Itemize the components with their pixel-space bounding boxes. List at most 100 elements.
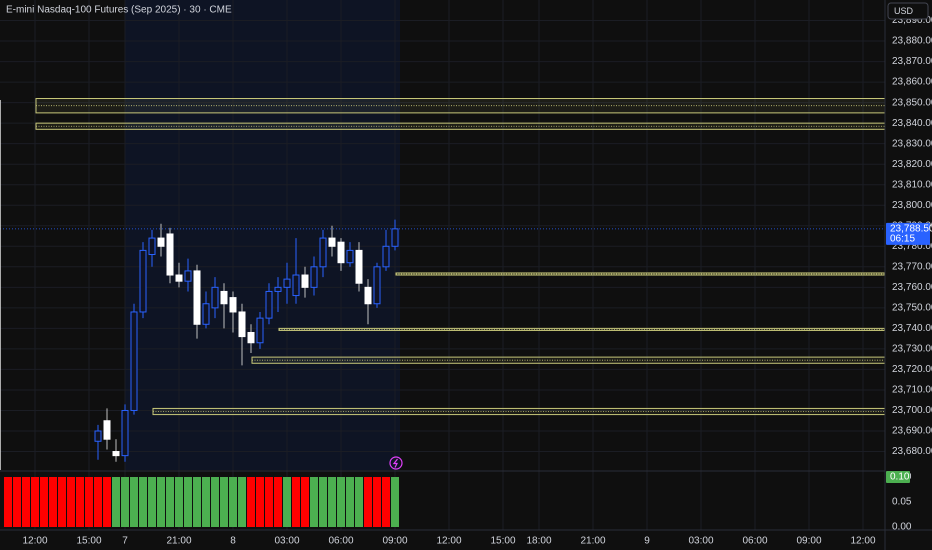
- y-tick-label: 23,700.00: [892, 405, 932, 416]
- y-tick-label: 23,870.00: [892, 56, 932, 67]
- candle-body: [103, 420, 111, 440]
- candle-body: [319, 237, 327, 268]
- zone: [35, 122, 886, 130]
- indicator-bar: [247, 477, 255, 527]
- currency[interactable]: USD: [894, 6, 914, 16]
- icon-circle[interactable]: [389, 456, 403, 470]
- candle-body: [157, 237, 165, 247]
- indicator-bar: [58, 477, 66, 527]
- candle-body: [175, 274, 183, 282]
- x-tick-label: 21:00: [580, 536, 605, 547]
- indicator-bar: [157, 477, 165, 527]
- candle-body: [256, 317, 264, 344]
- indicator-bar: [301, 477, 309, 527]
- countdown: 06:15: [890, 233, 915, 244]
- candle-body: [193, 270, 201, 325]
- indicator-bar: [292, 477, 300, 527]
- indicator-bar: [22, 477, 30, 527]
- candle-body: [274, 286, 282, 292]
- indicator-bar: [49, 477, 57, 527]
- y-tick-label: 23,770.00: [892, 261, 932, 272]
- x-tick-label: 09:00: [382, 536, 407, 547]
- y-tick-label: 23,830.00: [892, 138, 932, 149]
- indicator-bar: [40, 477, 48, 527]
- indicator-bar: [391, 477, 399, 527]
- y-tick-label: 23,730.00: [892, 344, 932, 355]
- indicator-bar: [382, 477, 390, 527]
- x-tick-label: 12:00: [850, 536, 875, 547]
- candle-body: [382, 245, 390, 268]
- candle-body: [130, 311, 138, 411]
- candle-body: [337, 241, 345, 264]
- indicator-bar: [94, 477, 102, 527]
- candle-body: [211, 286, 219, 309]
- candle-body: [247, 331, 255, 344]
- indicator-bar: [31, 477, 39, 527]
- y-tick-label: 23,800.00: [892, 200, 932, 211]
- indicator-tick-label: 0.05: [892, 497, 912, 508]
- chart-title: E-mini Nasdaq-100 Futures (Sep 2025) · 3…: [6, 5, 232, 16]
- x-tick-label: 09:00: [796, 536, 821, 547]
- indicator-bar: [13, 477, 21, 527]
- x-tick-label: 21:00: [166, 536, 191, 547]
- last-price-label: 23,788.50: [890, 223, 932, 234]
- last-price-box: [886, 222, 930, 245]
- indicator-bar: [85, 477, 93, 527]
- candle-body: [310, 266, 318, 288]
- grid: [0, 0, 885, 530]
- y-tick-label: 23,850.00: [892, 97, 932, 108]
- indicator-bar: [148, 477, 156, 527]
- indicator-bar: [211, 477, 219, 527]
- candle-body: [202, 303, 210, 325]
- y-tick-label: 23,750.00: [892, 303, 932, 314]
- indicator-bar: [328, 477, 336, 527]
- indicator-tick-label: 0.00: [892, 522, 912, 533]
- x-tick-label: 18:00: [526, 536, 551, 547]
- y-tick-label: 23,840.00: [892, 118, 932, 129]
- icon-bolt[interactable]: [392, 458, 398, 468]
- candle-body: [265, 290, 273, 319]
- y-tick-label: 23,720.00: [892, 364, 932, 375]
- indicator-last-label: 0.10: [890, 472, 910, 483]
- indicator-pane: [4, 477, 399, 527]
- candle-body: [364, 286, 372, 305]
- candle-body: [301, 274, 309, 288]
- candle-body: [238, 311, 246, 338]
- candle-body: [166, 233, 174, 276]
- currency-button[interactable]: [887, 2, 929, 20]
- indicator-last-box: [886, 471, 910, 483]
- replay-icon[interactable]: [389, 456, 403, 470]
- y-tick-label: 23,760.00: [892, 282, 932, 293]
- indicator-bar: [364, 477, 372, 527]
- candle-body: [184, 270, 192, 282]
- candle-body: [139, 249, 147, 313]
- y-tick-label: 23,860.00: [892, 77, 932, 88]
- candle-body: [148, 237, 156, 255]
- indicator-bar: [229, 477, 237, 527]
- candle-body: [112, 451, 120, 457]
- indicator-bar: [121, 477, 129, 527]
- x-tick-label: 06:00: [328, 536, 353, 547]
- candle-body: [94, 430, 102, 442]
- session-highlight: [125, 0, 400, 470]
- indicator-bar: [184, 477, 192, 527]
- candle-body: [229, 297, 237, 313]
- indicator-bar: [67, 477, 75, 527]
- indicator-bar: [283, 477, 291, 527]
- x-tick-label: 15:00: [490, 536, 515, 547]
- y-tick-label: 23,680.00: [892, 446, 932, 457]
- candle-body: [283, 278, 291, 288]
- candles: [0, 219, 885, 462]
- indicator-bar: [373, 477, 381, 527]
- y-tick-label: 23,890.00: [892, 15, 932, 26]
- indicator-bar: [256, 477, 264, 527]
- x-tick-label: 7: [122, 536, 128, 547]
- candle-body: [292, 274, 300, 297]
- indicator-bar: [103, 477, 111, 527]
- indicator-bar: [310, 477, 318, 527]
- x-tick-label: 12:00: [22, 536, 47, 547]
- x-tick-label: 8: [230, 536, 236, 547]
- candle-body: [355, 249, 363, 284]
